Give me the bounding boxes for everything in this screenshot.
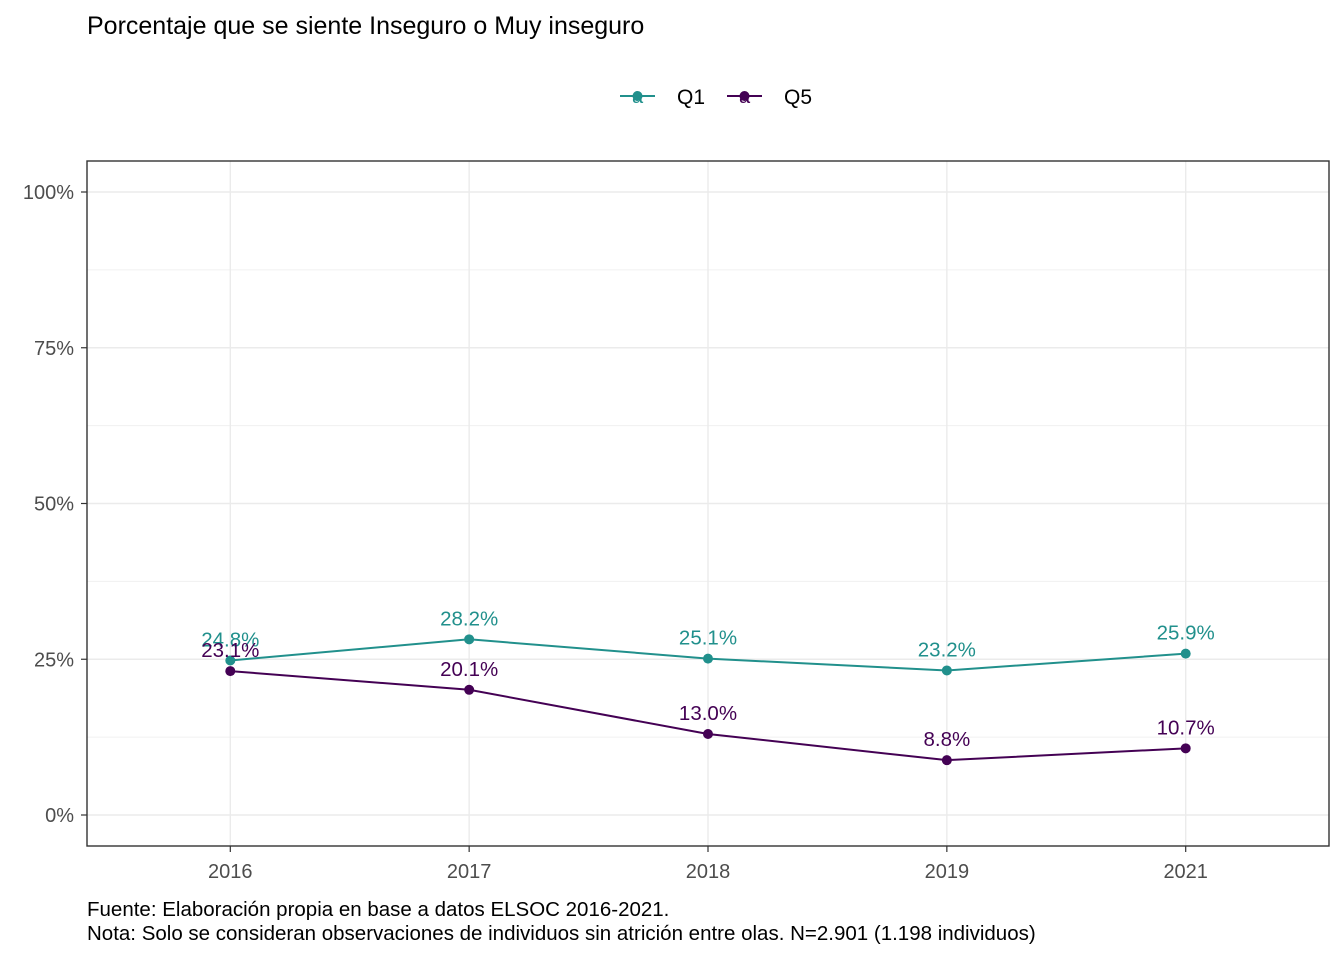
- data-point: [941, 665, 952, 676]
- x-tick-label: 2016: [208, 861, 253, 883]
- y-tick-label: 25%: [34, 649, 74, 671]
- x-tick-label: 2017: [447, 861, 492, 883]
- legend-item-q1: a Q1: [620, 86, 705, 109]
- data-label: 13.0%: [679, 702, 737, 725]
- data-point: [225, 666, 236, 677]
- y-tick-label: 75%: [34, 338, 74, 360]
- data-series: 24.8% 28.2% 25.1% 23.2% 25.9% 23.1% 20.1% 13.0%…: [201, 607, 1215, 766]
- legend-label: Q5: [784, 86, 812, 109]
- chart-title: Porcentaje que se siente Inseguro o Muy …: [87, 12, 645, 40]
- grid-lines: [87, 161, 1329, 846]
- y-tick-label: 50%: [34, 494, 74, 516]
- x-tick-label: 2019: [925, 861, 970, 883]
- caption-note: Nota: Solo se consideran observaciones d…: [87, 922, 1036, 945]
- panel-border: [86, 160, 1330, 847]
- data-label: 8.8%: [923, 728, 970, 751]
- data-point: [1180, 743, 1191, 754]
- legend-key-glyph: a: [632, 86, 644, 108]
- data-label: 20.1%: [440, 658, 498, 681]
- data-point: [1180, 648, 1191, 659]
- y-axis: 0% 25% 50% 75% 100%: [23, 182, 87, 827]
- y-tick-label: 100%: [23, 182, 74, 204]
- x-tick-label: 2021: [1163, 861, 1208, 883]
- data-label: 25.9%: [1157, 622, 1215, 645]
- caption-source: Fuente: Elaboración propia en base a dat…: [87, 898, 670, 921]
- legend-key-glyph: a: [739, 86, 751, 108]
- legend-label: Q1: [677, 86, 705, 109]
- y-tick-label: 0%: [45, 805, 74, 827]
- data-point: [225, 655, 236, 666]
- legend-key-point: [739, 91, 750, 101]
- legend: a Q1 a Q5: [620, 86, 812, 109]
- data-label: 23.2%: [918, 638, 976, 661]
- data-point: [703, 653, 713, 664]
- data-label: 28.2%: [440, 607, 498, 630]
- data-label: 24.8%: [201, 628, 259, 651]
- data-label: 25.1%: [679, 627, 737, 650]
- data-point: [464, 684, 475, 695]
- data-label: 23.1%: [201, 639, 259, 662]
- x-tick-label: 2018: [686, 861, 731, 883]
- data-point: [464, 634, 475, 645]
- data-point: [703, 729, 713, 740]
- x-axis: 2016 2017 2018 2019 2021: [208, 846, 1208, 883]
- legend-item-q5: a Q5: [727, 86, 812, 109]
- data-point: [941, 755, 952, 766]
- data-label: 10.7%: [1157, 716, 1215, 739]
- legend-key-point: [632, 91, 643, 101]
